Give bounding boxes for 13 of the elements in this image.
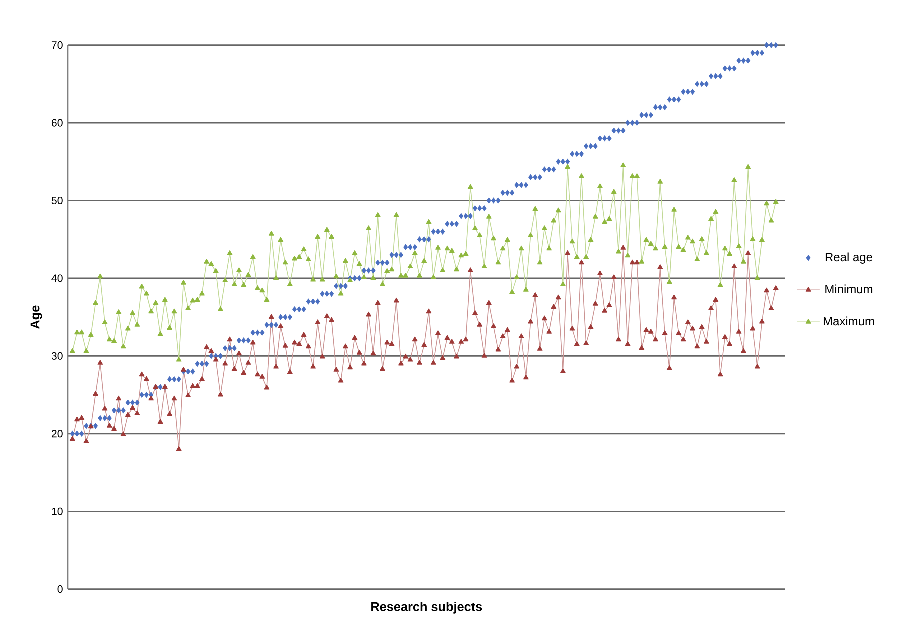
- y-tick-label: 40: [52, 274, 63, 282]
- y-tick-label: 0: [58, 586, 63, 594]
- x-axis-title: Research subjects: [372, 602, 482, 614]
- legend-label: Real age: [826, 252, 872, 264]
- y-tick-label: 10: [52, 508, 63, 516]
- y-axis-title: Age: [30, 306, 42, 329]
- y-tick-label: 60: [52, 119, 63, 127]
- y-tick-label: 50: [52, 196, 63, 205]
- legend-label: Maximum: [824, 316, 874, 326]
- y-tick-label: 30: [52, 352, 63, 360]
- y-tick-label: 20: [52, 430, 63, 438]
- y-tick-label: 70: [52, 42, 63, 50]
- legend-label: Minimum: [826, 284, 873, 294]
